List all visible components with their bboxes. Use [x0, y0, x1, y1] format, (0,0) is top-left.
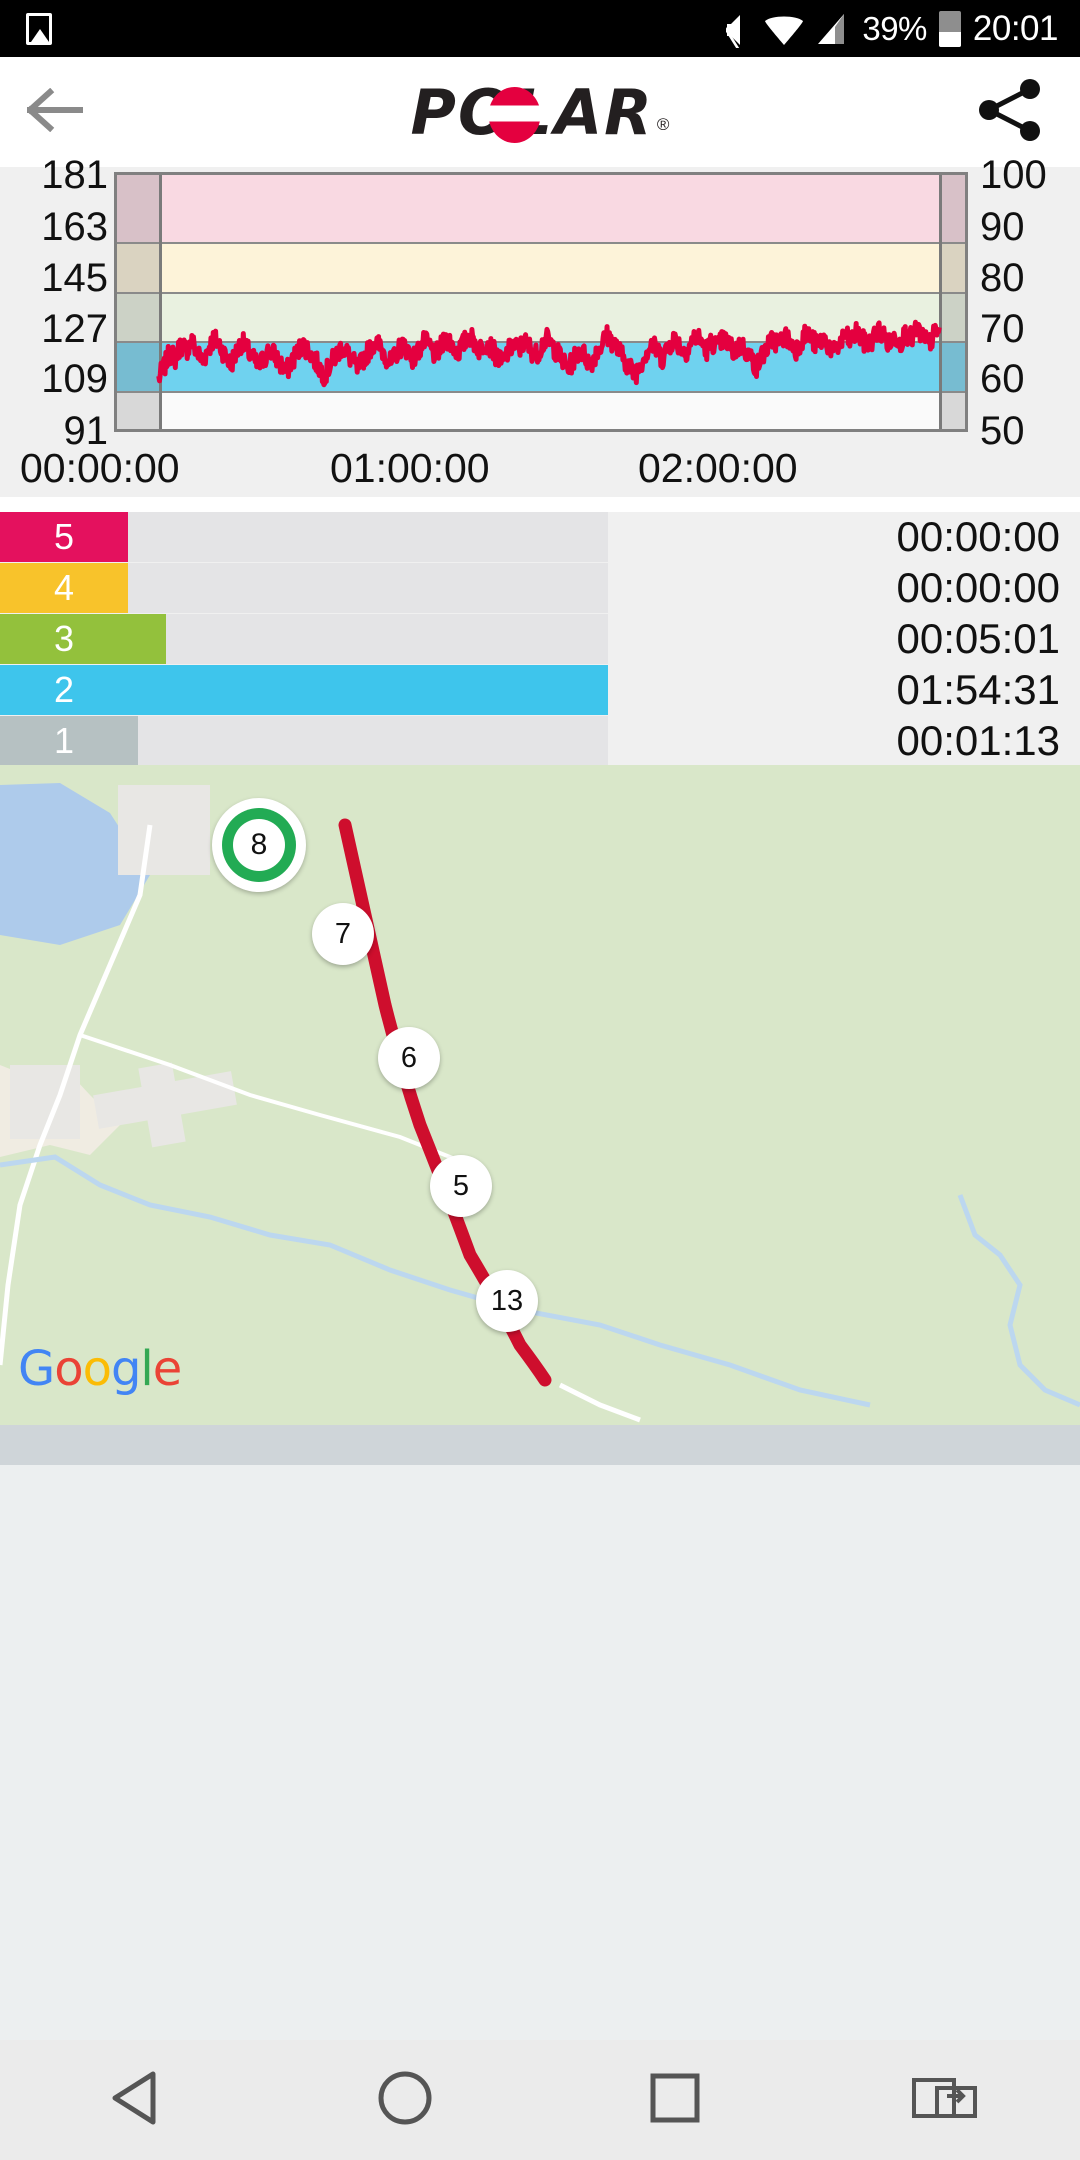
chart-ytick-left-3: 127	[41, 307, 108, 351]
status-bar-right: 39% 20:01	[726, 9, 1080, 49]
polar-logo: POLAR ®	[411, 76, 670, 149]
mute-icon	[726, 11, 753, 48]
chart-ytick-left-1: 163	[41, 205, 108, 249]
zone-time-5: 00:00:00	[608, 512, 1080, 562]
zone-badge-5: 5	[0, 512, 128, 562]
chart-zone-band-4	[117, 242, 965, 292]
zone-bar-track-4: 00:00:00	[128, 563, 1080, 613]
zone-time-1: 00:01:13	[608, 716, 1080, 766]
heart-rate-chart[interactable]: 181 163 145 127 109 91 100 90 80 70 60 5…	[0, 153, 1080, 497]
km-marker-13[interactable]: 13	[476, 1270, 538, 1332]
share-button[interactable]	[956, 57, 1066, 167]
nav-home-circle-icon	[377, 2070, 433, 2131]
table-row[interactable]: 1 00:01:13	[0, 716, 1080, 766]
chart-marker-line-start	[159, 175, 162, 429]
zone-time-3: 00:05:01	[608, 614, 1080, 664]
start-marker[interactable]: 8	[212, 798, 306, 892]
chart-marker-line-end	[939, 175, 942, 429]
start-marker-label: 8	[233, 819, 285, 871]
chart-gridline-109	[117, 390, 965, 393]
status-bar-left	[0, 12, 52, 45]
chart-plot-area	[114, 172, 968, 432]
zone-time-4: 00:00:00	[608, 563, 1080, 613]
table-row[interactable]: 3 00:05:01	[0, 614, 1080, 664]
wifi-icon	[764, 12, 804, 46]
nav-rotate-screen-icon	[911, 2072, 979, 2129]
km-marker-7[interactable]: 7	[312, 903, 374, 965]
chart-ytick-right-2: 80	[980, 256, 1025, 300]
zone-bar-track-5: 00:00:00	[128, 512, 1080, 562]
nav-home-button[interactable]	[330, 2040, 480, 2160]
zone-bar-track-1: 00:01:13	[128, 716, 1080, 766]
chart-xtick-2: 02:00:00	[638, 445, 798, 491]
zone-bar-track-2: 01:54:31	[128, 665, 1080, 715]
zone-bar-track-3: 00:05:01	[128, 614, 1080, 664]
nav-back-button[interactable]	[60, 2040, 210, 2160]
zone-bar-fill-3	[128, 614, 167, 664]
km-marker-6[interactable]: 6	[378, 1027, 440, 1089]
chart-ytick-right-0: 100	[980, 153, 1047, 197]
photo-icon	[26, 12, 52, 45]
nav-back-triangle-icon	[109, 2070, 161, 2131]
zone-badge-2: 2	[0, 665, 128, 715]
share-icon	[979, 78, 1043, 146]
chart-ytick-right-4: 60	[980, 357, 1025, 401]
android-nav-bar	[0, 2040, 1080, 2160]
nav-rotate-button[interactable]	[870, 2040, 1020, 2160]
table-row[interactable]: 2 01:54:31	[0, 665, 1080, 715]
chart-dim-region-end	[939, 175, 965, 429]
chart-ytick-right-5: 50	[980, 409, 1025, 453]
km-marker-5[interactable]: 5	[430, 1155, 492, 1217]
route-map[interactable]: 8 7 6 5 13 Google	[0, 765, 1080, 1425]
chart-ytick-left-5: 91	[63, 409, 109, 453]
chart-x-axis: 00:00:00 01:00:00 02:00:00	[0, 445, 1080, 497]
map-bottom-strip	[0, 1425, 1080, 1465]
chart-ytick-right-1: 90	[980, 205, 1025, 249]
zone-badge-3: 3	[0, 614, 128, 664]
chart-ytick-left-0: 181	[41, 153, 108, 197]
chart-zone-band-1	[117, 390, 965, 429]
chart-xtick-0: 00:00:00	[20, 445, 180, 491]
battery-percent-label: 39%	[862, 9, 927, 47]
zone-badge-4: 4	[0, 563, 128, 613]
back-button[interactable]	[0, 57, 110, 167]
zone-badge-1: 1	[0, 716, 128, 766]
zone-time-2: 01:54:31	[608, 665, 1080, 715]
back-arrow-icon	[25, 87, 84, 137]
registered-mark: ®	[656, 114, 670, 134]
chart-ytick-left-4: 109	[41, 357, 108, 401]
polar-logo-o-mark	[488, 86, 541, 143]
chart-zone-band-5	[117, 175, 965, 243]
chart-dim-region-start	[117, 175, 159, 429]
signal-icon	[816, 12, 850, 46]
map-basemap	[0, 765, 1080, 1425]
heart-rate-trace	[156, 319, 942, 388]
chart-gridline-163	[117, 242, 965, 245]
zone-bar-fill-1	[128, 716, 138, 766]
nav-recents-square-icon	[649, 2072, 701, 2129]
table-row[interactable]: 5 00:00:00	[0, 512, 1080, 562]
start-marker-ring: 8	[222, 808, 296, 882]
chart-ytick-right-3: 70	[980, 307, 1025, 351]
chart-xtick-1: 01:00:00	[330, 445, 490, 491]
status-bar: 39% 20:01	[0, 0, 1080, 57]
clock-label: 20:01	[972, 8, 1059, 48]
google-attribution: Google	[18, 1341, 182, 1397]
content-filler	[0, 1465, 1080, 2040]
chart-gridline-145	[117, 291, 965, 294]
nav-recents-button[interactable]	[600, 2040, 750, 2160]
hr-zone-table: 5 00:00:00 4 00:00:00 3 00:05:01 2	[0, 512, 1080, 766]
app-bar: POLAR ®	[0, 57, 1080, 167]
table-row[interactable]: 4 00:00:00	[0, 563, 1080, 613]
battery-icon	[938, 10, 961, 47]
chart-ytick-left-2: 145	[41, 256, 108, 300]
